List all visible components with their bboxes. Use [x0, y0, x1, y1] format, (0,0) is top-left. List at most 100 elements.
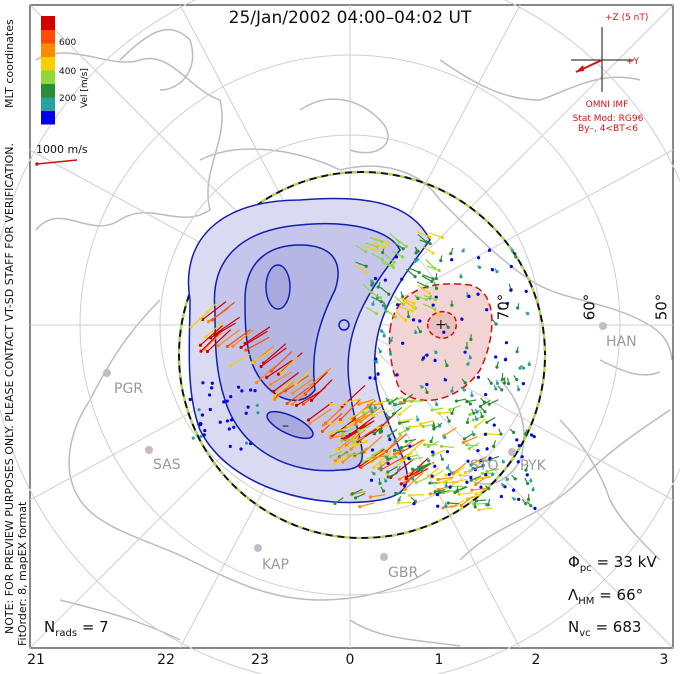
velocity-vector: [517, 385, 521, 392]
velocity-vector: [461, 436, 478, 445]
velocity-vector: [437, 422, 442, 428]
mlt-tick-21: 21: [27, 652, 45, 668]
velocity-vector: [386, 472, 398, 479]
velocity-vector: [517, 444, 521, 448]
velocity-vector: [436, 504, 440, 508]
velocity-vector: [471, 430, 476, 437]
velocity-vector: [199, 434, 203, 439]
velocity-vector: [362, 283, 374, 295]
phi-pc-symbol: Φ: [568, 553, 580, 571]
velocity-vector: [407, 456, 411, 461]
velocity-vector: [485, 468, 499, 473]
velocity-vector: [350, 488, 363, 496]
velocity-vector: [191, 436, 195, 440]
velocity-vector: [380, 486, 386, 493]
velocity-vector: [388, 437, 392, 442]
velocity-vector: [369, 478, 374, 482]
velocity-vector: [333, 450, 348, 463]
station-sas: SAS: [153, 457, 181, 473]
velocity-vector: [268, 371, 292, 387]
velocity-vector: [429, 436, 434, 444]
velocity-vector: [401, 299, 416, 310]
velocity-vector: [381, 259, 394, 268]
colorbar-segment: [41, 70, 55, 84]
velocity-vector: [378, 426, 383, 434]
velocity-vector: [329, 402, 345, 407]
velocity-vector: [473, 468, 477, 472]
velocity-vector: [385, 309, 397, 319]
velocity-vector: [520, 365, 526, 370]
velocity-vector: [444, 359, 449, 368]
mlt-tick-1: 1: [434, 652, 444, 668]
velocity-vector: [400, 452, 414, 463]
velocity-vector: [492, 440, 497, 448]
velocity-vector: [368, 494, 386, 499]
velocity-vector: [306, 401, 333, 422]
velocity-vector: [383, 278, 387, 282]
velocity-vector: [497, 385, 504, 392]
velocity-vector: [515, 438, 519, 442]
velocity-vector: [490, 472, 495, 477]
velocity-vector: [385, 397, 390, 402]
positive-cell: [388, 283, 493, 402]
velocity-vector: [509, 264, 513, 269]
velocity-vector: [393, 242, 405, 251]
velocity-vector: [511, 474, 517, 481]
velocity-vector: [378, 478, 382, 485]
velocity-vector: [461, 248, 465, 253]
velocity-vector: [470, 391, 474, 398]
velocity-vector: [412, 502, 416, 506]
velocity-vector: [290, 387, 313, 406]
velocity-vector: [371, 241, 386, 249]
velocity-vector: [395, 373, 399, 377]
lat-label-70: 70°: [494, 293, 513, 321]
velocity-vector: [433, 350, 438, 355]
velocity-vector: [391, 250, 405, 259]
velocity-vector: [381, 302, 385, 308]
velocity-vector: [449, 247, 454, 256]
phi-pc-stat: Φpc = 33 kV: [568, 553, 657, 574]
velocity-vector: [442, 330, 446, 334]
velocity-vector: [501, 459, 505, 464]
colorbar-tick-400: 400: [59, 67, 77, 77]
velocity-vector: [409, 399, 425, 404]
mlt-tick-22: 22: [157, 652, 175, 668]
velocity-vector: [502, 377, 507, 385]
velocity-vector: [397, 420, 410, 425]
velocity-vector: [373, 359, 379, 364]
positive-cell-outer: [388, 283, 493, 402]
velocity-vector: [487, 248, 492, 252]
velocity-vector: [396, 465, 401, 472]
velocity-vector: [476, 292, 480, 296]
nrads-symbol: N: [44, 618, 56, 636]
velocity-vector: [436, 476, 454, 482]
velocity-vector: [416, 231, 432, 239]
velocity-vector: [358, 502, 375, 509]
velocity-vector: [333, 497, 344, 506]
velocity-vector: [384, 253, 396, 264]
velocity-vector: [524, 289, 528, 293]
velocity-vector: [405, 426, 410, 431]
phi-pc-value: = 33 kV: [596, 553, 657, 571]
imf-condition: By–, 4<BT<6: [578, 124, 638, 134]
velocity-vector: [520, 455, 524, 459]
velocity-vector: [504, 341, 509, 345]
velocity-vector: [240, 389, 244, 393]
velocity-vector: [490, 267, 495, 272]
velocity-vector: [513, 375, 519, 382]
velocity-vector: [419, 239, 432, 246]
velocity-vector: [421, 275, 434, 284]
velocity-vector: [515, 346, 519, 354]
velocity-vector: [487, 399, 499, 406]
velocity-vector: [371, 447, 384, 457]
velocity-vector: [229, 353, 251, 367]
velocity-vector: [198, 325, 223, 347]
negative-cell-min: [266, 410, 314, 440]
velocity-vector: [474, 487, 490, 496]
colorbar-title: Vel [m/s]: [80, 68, 90, 108]
station-marker-gbr: [380, 553, 388, 561]
imf-dial: [571, 27, 634, 92]
velocity-vector: [500, 373, 505, 381]
velocity-vector: [389, 336, 394, 343]
velocity-vector: [414, 294, 428, 302]
